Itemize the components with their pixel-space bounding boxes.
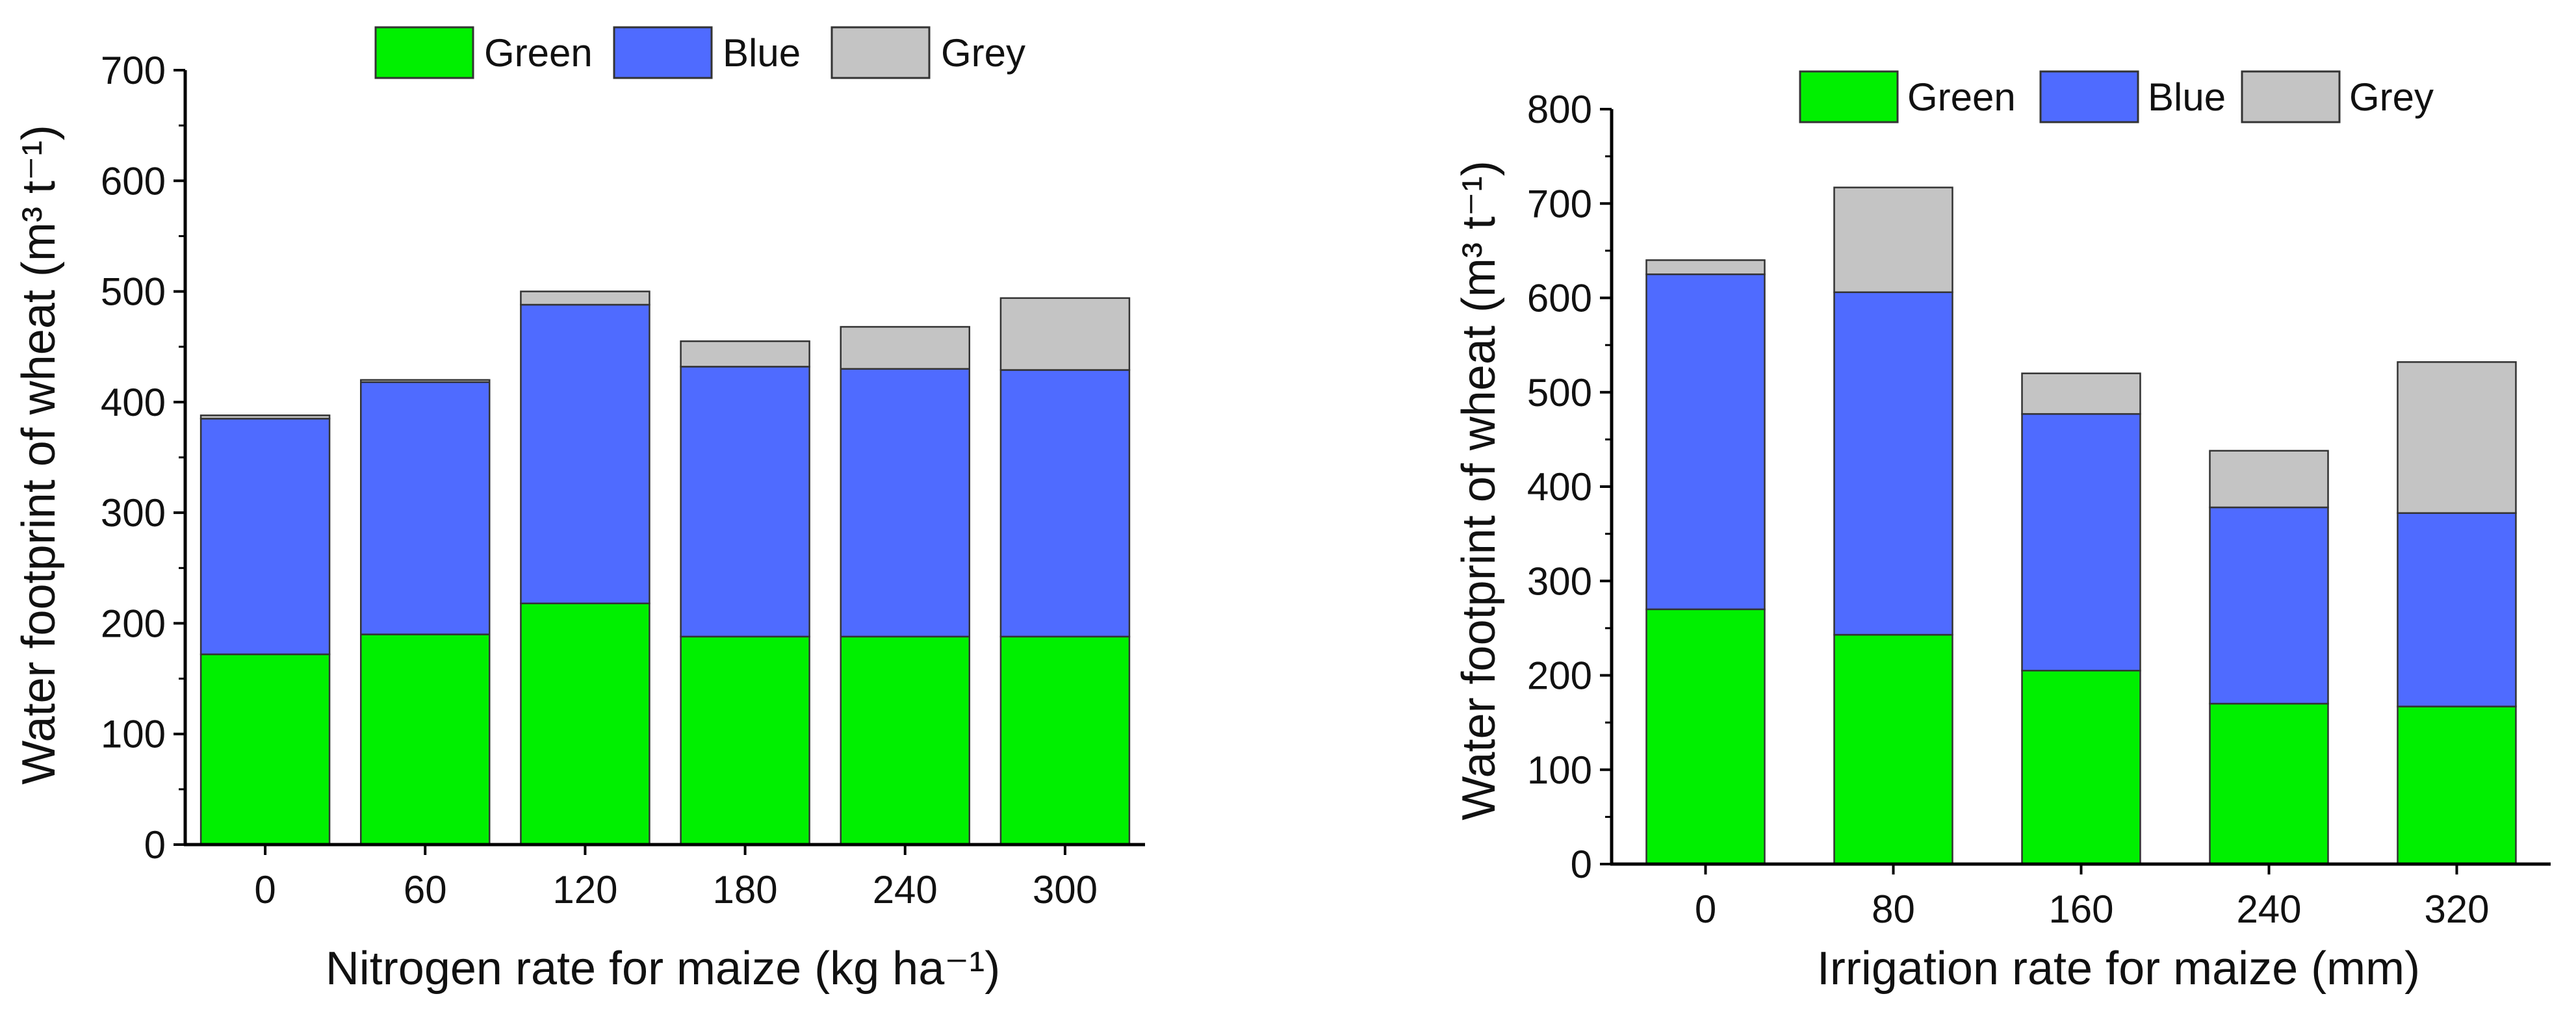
- bar-grey-80: [1833, 186, 1953, 294]
- x-tick-label: 60: [404, 868, 447, 912]
- legend-label-blue: Blue: [2148, 75, 2226, 119]
- y-axis-title: Water footprint of wheat (m³ t⁻¹): [1453, 160, 1505, 821]
- legend-label-grey: Grey: [941, 31, 1025, 75]
- x-axis-title: Nitrogen rate for maize (kg ha⁻¹): [326, 943, 1000, 995]
- legend-label-green: Green: [484, 31, 593, 75]
- bar-grey-60: [360, 379, 491, 383]
- y-tick-label: 700: [101, 49, 166, 92]
- bar-green-320: [2397, 706, 2517, 865]
- y-tick-label: 100: [1527, 748, 1592, 792]
- x-tick-label: 240: [873, 868, 938, 912]
- legend-label-green: Green: [1907, 75, 2016, 119]
- bar-blue-300: [999, 369, 1131, 638]
- legend: Green Blue Grey: [1799, 70, 2434, 123]
- bar-green-160: [2021, 669, 2141, 865]
- bar-green-240: [840, 635, 970, 846]
- y-axis-title: Water footprint of wheat (m³ t⁻¹): [13, 125, 65, 785]
- y-tick-label: 200: [101, 602, 166, 645]
- bar-green-180: [680, 635, 810, 846]
- bar-blue-120: [520, 303, 650, 605]
- bar-blue-0: [1645, 273, 1766, 611]
- bar-blue-240: [840, 368, 970, 638]
- x-axis-title: Irrigation rate for maize (mm): [1817, 943, 2420, 995]
- x-tick-label: 300: [1033, 868, 1098, 912]
- bar-grey-240: [840, 325, 970, 370]
- legend-swatch-grey: [2241, 70, 2341, 123]
- x-tick-label: 240: [2236, 887, 2301, 931]
- x-tick-label: 0: [1695, 887, 1716, 931]
- y-tick-label: 800: [1527, 88, 1592, 131]
- y-tick-label: 0: [1571, 843, 1592, 886]
- bar-grey-0: [1645, 259, 1766, 275]
- legend-swatch-blue: [2039, 70, 2139, 123]
- x-tick-label: 80: [1872, 887, 1915, 931]
- bars: [1645, 186, 2517, 865]
- bar-green-0: [200, 653, 331, 846]
- bar-blue-240: [2209, 506, 2329, 705]
- bar-blue-320: [2397, 512, 2517, 708]
- y-tick-label: 500: [1527, 371, 1592, 414]
- y-tick-label: 300: [1527, 559, 1592, 603]
- y-tick-label: 100: [101, 713, 166, 756]
- legend-swatch-green: [1799, 70, 1899, 123]
- y-tick-label: 500: [101, 270, 166, 314]
- y-tick-label: 600: [1527, 277, 1592, 320]
- y-tick-label: 600: [101, 159, 166, 203]
- bar-blue-180: [680, 366, 810, 638]
- legend-swatch-green: [374, 26, 474, 79]
- x-tick-label: 0: [254, 868, 276, 912]
- bar-grey-240: [2209, 450, 2329, 509]
- x-tick-label: 320: [2424, 887, 2489, 931]
- bar-blue-80: [1833, 291, 1953, 636]
- y-tick-label: 400: [1527, 465, 1592, 509]
- bar-blue-60: [360, 381, 491, 635]
- bar-green-0: [1645, 608, 1766, 865]
- legend-label-grey: Grey: [2349, 75, 2434, 119]
- bar-green-60: [360, 633, 491, 846]
- bar-green-120: [520, 602, 650, 846]
- bar-green-80: [1833, 633, 1953, 865]
- bar-grey-300: [999, 297, 1131, 371]
- bars: [200, 290, 1131, 846]
- y-tick-label: 200: [1527, 654, 1592, 698]
- y-tick-label: 700: [1527, 182, 1592, 225]
- chart-irrigation: Green Blue Grey Water footprint of wheat…: [1453, 70, 2551, 995]
- bar-grey-160: [2021, 372, 2141, 415]
- y-tick-label: 300: [101, 491, 166, 535]
- legend-swatch-grey: [831, 26, 931, 79]
- bar-blue-160: [2021, 413, 2141, 672]
- x-tick-label: 120: [552, 868, 617, 912]
- bar-grey-180: [680, 340, 810, 368]
- bar-grey-120: [520, 290, 650, 306]
- chart-nitrogen: Green Blue Grey Water footprint of wheat…: [13, 26, 1145, 995]
- legend: Green Blue Grey: [374, 26, 1025, 79]
- x-tick-label: 180: [713, 868, 778, 912]
- bar-green-300: [999, 635, 1131, 846]
- bar-grey-320: [2397, 361, 2517, 514]
- bar-green-240: [2209, 702, 2329, 865]
- y-tick-label: 400: [101, 381, 166, 424]
- legend-swatch-blue: [613, 26, 713, 79]
- bar-blue-0: [200, 418, 331, 656]
- legend-label-blue: Blue: [723, 31, 801, 75]
- y-tick-label: 0: [144, 823, 166, 867]
- x-tick-label: 160: [2048, 887, 2113, 931]
- bar-grey-0: [200, 414, 331, 420]
